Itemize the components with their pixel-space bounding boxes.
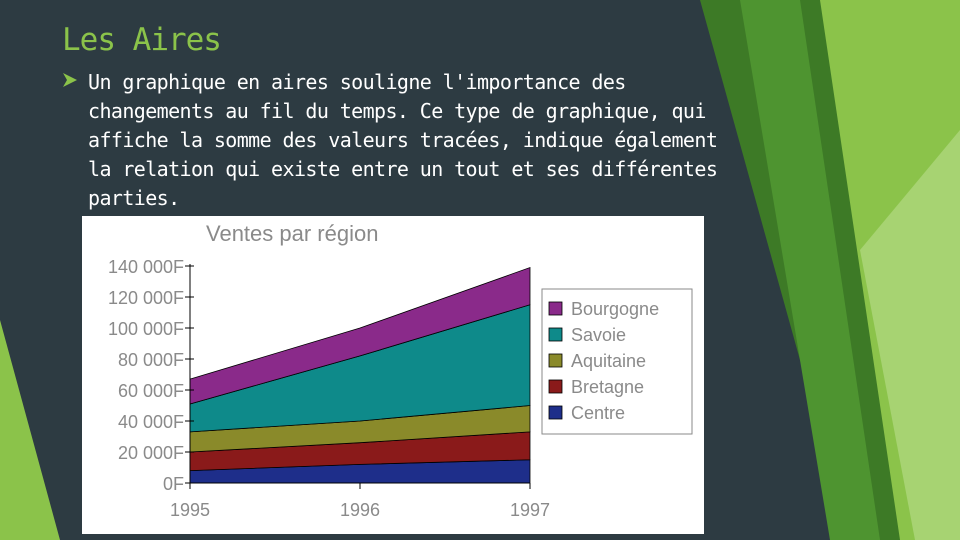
y-tick-label: 100 000F [108,319,184,339]
y-tick-label: 40 000F [118,412,184,432]
y-tick-label: 140 000F [108,257,184,277]
area-chart: Ventes par région 0F 20 000F 40 000F 60 000… [82,216,704,534]
x-tick-label: 1997 [510,500,550,520]
y-tick-label: 60 000F [118,381,184,401]
green-stripe-left [0,320,60,540]
slide-body-text: Un graphique en aires souligne l'importa… [88,70,718,210]
legend-label-aquitaine: Aquitaine [571,351,646,371]
legend-label-bourgogne: Bourgogne [571,299,659,319]
slide-title: Les Aires [62,22,222,58]
y-tick-label: 20 000F [118,443,184,463]
legend-swatch-savoie [548,327,563,342]
y-tick-label: 80 000F [118,350,184,370]
legend-label-savoie: Savoie [571,325,626,345]
legend-swatch-bourgogne [548,301,563,316]
green-stripe-mid [740,0,880,540]
green-stripe-pale [860,130,960,540]
chart-title: Ventes par région [206,221,378,246]
legend-label-centre: Centre [571,403,625,423]
arrow-right-icon [63,73,77,87]
legend-box [541,288,693,435]
legend-swatch-centre [548,405,563,420]
y-tick-label: 0F [163,474,184,494]
legend-swatch-bretagne [548,379,563,394]
x-tick-label: 1996 [340,500,380,520]
legend-label-bretagne: Bretagne [571,377,644,397]
y-tick-label: 120 000F [108,288,184,308]
legend-swatch-aquitaine [548,353,563,368]
x-tick-label: 1995 [170,500,210,520]
